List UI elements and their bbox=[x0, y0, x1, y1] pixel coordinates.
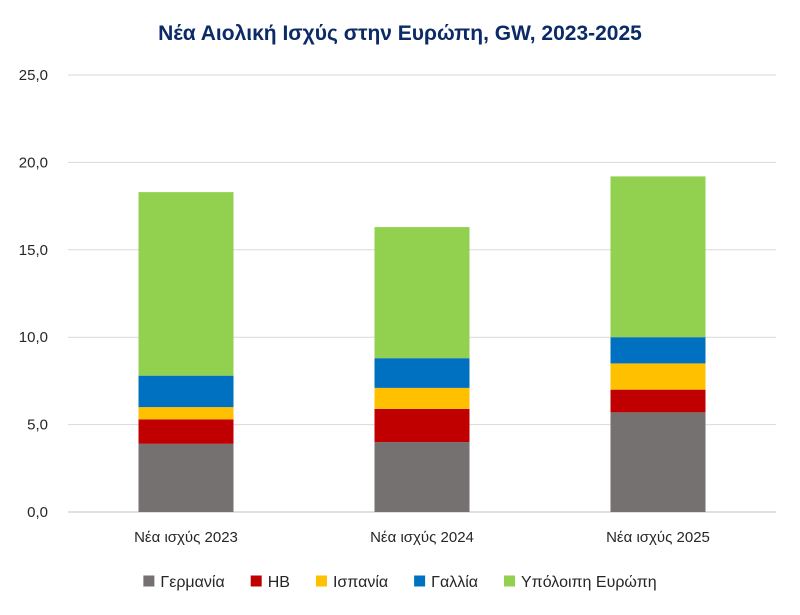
bar-segment bbox=[610, 389, 706, 413]
legend-item: Γερμανία bbox=[143, 574, 225, 591]
bar-segment bbox=[374, 408, 470, 443]
bars bbox=[138, 176, 706, 512]
y-tick-label: 20,0 bbox=[19, 154, 48, 171]
y-tick-label: 25,0 bbox=[19, 67, 48, 84]
legend-item: Γαλλία bbox=[414, 574, 478, 591]
bar-segment bbox=[374, 227, 470, 359]
legend-swatch bbox=[504, 575, 515, 587]
bar-segment bbox=[138, 192, 234, 376]
bar-segment bbox=[138, 443, 234, 512]
bar-segment bbox=[138, 419, 234, 444]
legend-label: Υπόλοιπη Ευρώπη bbox=[521, 574, 657, 591]
x-tick-label: Νέα ισχύς 2024 bbox=[370, 529, 474, 546]
y-tick-label: 10,0 bbox=[19, 329, 48, 346]
y-axis-ticks: 0,0 5,0 10,0 15,0 20,0 25,0 bbox=[19, 67, 48, 521]
bar-segment bbox=[610, 176, 706, 338]
legend-item: Υπόλοιπη Ευρώπη bbox=[504, 574, 657, 591]
bar-segment bbox=[138, 407, 234, 420]
x-axis-ticks: Νέα ισχύς 2023 Νέα ισχύς 2024 Νέα ισχύς 20… bbox=[134, 529, 710, 546]
legend-label: Γερμανία bbox=[160, 574, 224, 591]
x-tick-label: Νέα ισχύς 2025 bbox=[606, 529, 710, 546]
legend-swatch bbox=[315, 575, 327, 587]
legend-swatch bbox=[414, 575, 426, 587]
legend-label: ΗΒ bbox=[268, 574, 290, 591]
legend-item: Ισπανία bbox=[315, 574, 388, 591]
legend-swatch bbox=[250, 575, 262, 587]
legend-item: ΗΒ bbox=[250, 574, 290, 591]
bar-segment bbox=[610, 412, 706, 512]
legend-label: Γαλλία bbox=[431, 574, 478, 591]
bar-segment bbox=[610, 363, 706, 390]
y-tick-label: 15,0 bbox=[19, 242, 48, 259]
bar-segment bbox=[374, 442, 470, 512]
chart-title: Νέα Αιολική Ισχύς στην Ευρώπη, GW, 2023-… bbox=[158, 22, 642, 45]
bar-segment bbox=[374, 387, 470, 409]
bar-segment bbox=[374, 358, 470, 388]
y-tick-label: 5,0 bbox=[27, 417, 48, 434]
y-tick-label: 0,0 bbox=[27, 504, 48, 521]
bar-segment bbox=[610, 337, 706, 364]
legend-swatch bbox=[143, 575, 155, 587]
x-tick-label: Νέα ισχύς 2023 bbox=[134, 529, 238, 546]
bar-segment bbox=[138, 375, 234, 408]
legend-label: Ισπανία bbox=[333, 574, 388, 591]
legend: Γερμανία ΗΒ Ισπανία Γαλλία Υπόλοιπη Ευρώπη bbox=[143, 574, 657, 591]
